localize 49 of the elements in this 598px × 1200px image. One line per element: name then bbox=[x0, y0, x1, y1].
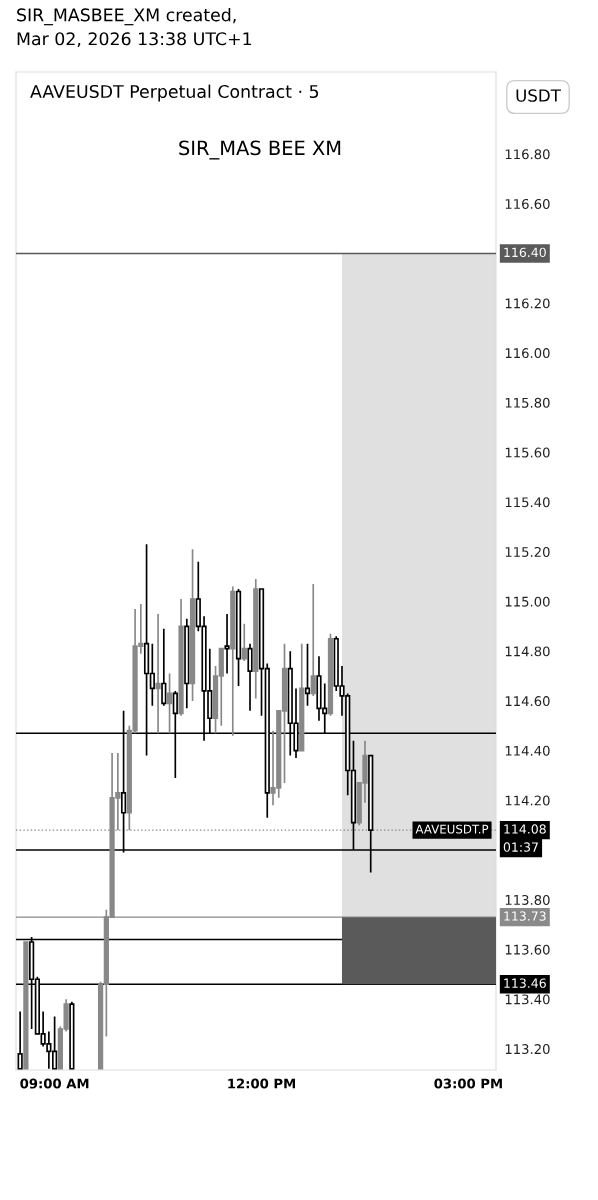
text: SIR_MASBEE_XM created, Mar 02, 2026 13:38 UTC+1 bbox=[17, 8, 252, 48]
y-tick-label: 116.60 bbox=[505, 198, 550, 209]
candlestick bbox=[304, 642, 311, 707]
ref-line-label: 114.08 bbox=[504, 824, 546, 834]
candlestick bbox=[241, 622, 247, 662]
ref-line-label: 113.46 bbox=[504, 978, 546, 988]
x-tick-label: 12:00 PM bbox=[228, 1078, 295, 1089]
candlestick bbox=[69, 1000, 75, 1070]
candlestick bbox=[247, 642, 253, 712]
x-tick-label: 03:00 PM bbox=[434, 1078, 502, 1089]
x-tick-label: 09:00 AM bbox=[20, 1078, 89, 1089]
y-tick-label: 114.60 bbox=[505, 696, 550, 707]
text: 01:37 bbox=[503, 842, 538, 852]
ref-line-label: 116.40 bbox=[504, 247, 546, 258]
candlestick bbox=[224, 613, 230, 675]
y-tick-label: 113.80 bbox=[505, 894, 550, 905]
y-tick-label: 115.80 bbox=[505, 397, 550, 408]
y-tick-label: 115.00 bbox=[505, 596, 550, 607]
candlestick bbox=[235, 588, 242, 687]
annotation: AAVEUSDT.P bbox=[415, 824, 489, 834]
ref-line-label: 113.73 bbox=[504, 911, 546, 921]
y-tick-label: 113.20 bbox=[505, 1044, 550, 1055]
candlestick bbox=[178, 598, 184, 717]
y-tick-label: 115.60 bbox=[505, 447, 550, 458]
candlestick bbox=[327, 632, 334, 717]
y-tick-label: 116.80 bbox=[505, 149, 550, 160]
candlestick bbox=[310, 583, 316, 697]
candlestick bbox=[23, 941, 29, 1070]
y-tick-label: 115.40 bbox=[505, 497, 550, 508]
candlestick bbox=[189, 548, 196, 702]
text: USDT bbox=[516, 89, 561, 102]
text: AAVEUSDT Perpetual Contract · 5 bbox=[30, 84, 319, 102]
y-tick-label: 115.20 bbox=[505, 546, 550, 557]
y-tick-label: 114.40 bbox=[505, 745, 550, 756]
y-tick-label: 116.20 bbox=[505, 298, 550, 309]
candlestick bbox=[166, 672, 173, 735]
y-tick-label: 114.20 bbox=[505, 795, 550, 806]
candlestick bbox=[155, 613, 161, 735]
candlestick bbox=[230, 585, 236, 737]
y-tick-label: 113.40 bbox=[505, 994, 550, 1005]
candlestick bbox=[17, 1010, 23, 1070]
candlestick bbox=[253, 578, 259, 700]
candlestick bbox=[184, 618, 190, 710]
y-tick-label: 114.80 bbox=[505, 646, 550, 657]
y-tick-label: 113.60 bbox=[505, 944, 550, 955]
candlestick bbox=[299, 642, 305, 752]
y-tick-label: 116.00 bbox=[505, 348, 550, 359]
candlestick bbox=[161, 627, 167, 707]
text: SIR_MAS BEE XM bbox=[179, 140, 341, 160]
